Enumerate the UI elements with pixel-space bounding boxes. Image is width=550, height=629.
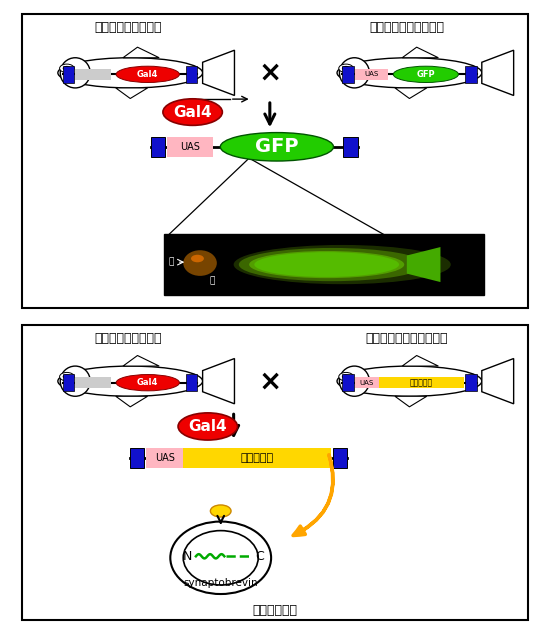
- Polygon shape: [407, 247, 441, 282]
- Text: 遺伝子トラップ系統: 遺伝子トラップ系統: [94, 332, 161, 345]
- Bar: [379, 377, 464, 388]
- Text: ×: ×: [258, 59, 282, 87]
- Polygon shape: [402, 355, 438, 366]
- Ellipse shape: [249, 251, 404, 278]
- Bar: [63, 374, 74, 391]
- Bar: [342, 65, 354, 83]
- Polygon shape: [402, 47, 438, 58]
- Text: C: C: [255, 550, 264, 563]
- Text: UAS: UAS: [155, 453, 175, 463]
- Bar: [146, 448, 183, 468]
- Text: 鼻: 鼻: [169, 257, 174, 266]
- Bar: [167, 137, 213, 157]
- Bar: [164, 235, 485, 295]
- Text: Gal4: Gal4: [137, 70, 158, 79]
- Polygon shape: [482, 50, 514, 96]
- Ellipse shape: [163, 99, 222, 125]
- Ellipse shape: [178, 413, 238, 440]
- Text: Gal4: Gal4: [173, 104, 212, 120]
- Text: GFP: GFP: [255, 137, 299, 157]
- Bar: [465, 65, 477, 83]
- Text: Gal4: Gal4: [189, 419, 227, 434]
- Ellipse shape: [116, 374, 179, 391]
- Text: GFP: GFP: [416, 70, 435, 79]
- Text: UAS: UAS: [180, 142, 200, 152]
- Ellipse shape: [221, 133, 333, 161]
- Polygon shape: [395, 396, 427, 407]
- Text: ×: ×: [258, 367, 282, 395]
- Text: UAS: UAS: [360, 380, 374, 386]
- Ellipse shape: [59, 64, 74, 72]
- Polygon shape: [116, 88, 147, 99]
- Ellipse shape: [58, 366, 202, 396]
- Ellipse shape: [339, 64, 353, 72]
- Ellipse shape: [339, 372, 353, 381]
- Text: UAS: UAS: [364, 71, 378, 77]
- Text: synaptobrevin: synaptobrevin: [183, 579, 258, 589]
- Ellipse shape: [191, 255, 204, 262]
- Text: リボーターフィッシュ: リボーターフィッシュ: [370, 21, 444, 34]
- Text: 破傷風毒素: 破傷風毒素: [410, 378, 433, 387]
- Ellipse shape: [60, 58, 90, 88]
- Text: 眼: 眼: [209, 277, 214, 286]
- Ellipse shape: [339, 366, 370, 396]
- Ellipse shape: [254, 252, 399, 277]
- Bar: [186, 374, 197, 391]
- Polygon shape: [482, 359, 514, 404]
- Bar: [333, 448, 348, 468]
- Text: Gal4: Gal4: [137, 378, 158, 387]
- Bar: [75, 377, 111, 388]
- Ellipse shape: [58, 58, 202, 88]
- Ellipse shape: [234, 245, 451, 284]
- Bar: [355, 377, 379, 388]
- Text: 破傷風毒素: 破傷風毒素: [241, 453, 274, 463]
- Ellipse shape: [339, 58, 370, 88]
- Ellipse shape: [239, 248, 425, 281]
- Ellipse shape: [116, 66, 179, 82]
- Polygon shape: [202, 359, 234, 404]
- Bar: [183, 448, 331, 468]
- Ellipse shape: [63, 374, 71, 379]
- Bar: [342, 374, 354, 391]
- Polygon shape: [123, 47, 159, 58]
- Bar: [465, 374, 477, 391]
- Ellipse shape: [183, 531, 258, 585]
- Text: 遺伝子トラップ系統: 遺伝子トラップ系統: [94, 21, 161, 34]
- Ellipse shape: [260, 253, 394, 276]
- Ellipse shape: [342, 66, 350, 70]
- Text: N: N: [183, 550, 192, 563]
- FancyBboxPatch shape: [21, 14, 529, 308]
- Text: シナプス小胞: シナプス小胞: [252, 604, 298, 617]
- Ellipse shape: [60, 366, 90, 396]
- Bar: [355, 69, 388, 80]
- FancyArrowPatch shape: [293, 455, 333, 535]
- Ellipse shape: [210, 505, 231, 517]
- Ellipse shape: [337, 58, 482, 88]
- Bar: [186, 65, 197, 83]
- Bar: [343, 137, 358, 157]
- Ellipse shape: [393, 66, 458, 82]
- Ellipse shape: [59, 372, 74, 381]
- Ellipse shape: [170, 521, 271, 594]
- FancyBboxPatch shape: [21, 325, 529, 620]
- Ellipse shape: [63, 66, 71, 70]
- Bar: [151, 137, 166, 157]
- Text: エフェクターフィッシュ: エフェクターフィッシュ: [366, 332, 448, 345]
- Ellipse shape: [337, 366, 482, 396]
- Polygon shape: [116, 396, 147, 407]
- Bar: [63, 65, 74, 83]
- Ellipse shape: [342, 374, 350, 379]
- Ellipse shape: [183, 250, 217, 276]
- Polygon shape: [395, 88, 427, 99]
- Bar: [130, 448, 144, 468]
- Polygon shape: [202, 50, 234, 96]
- Polygon shape: [123, 355, 159, 366]
- Bar: [75, 69, 111, 80]
